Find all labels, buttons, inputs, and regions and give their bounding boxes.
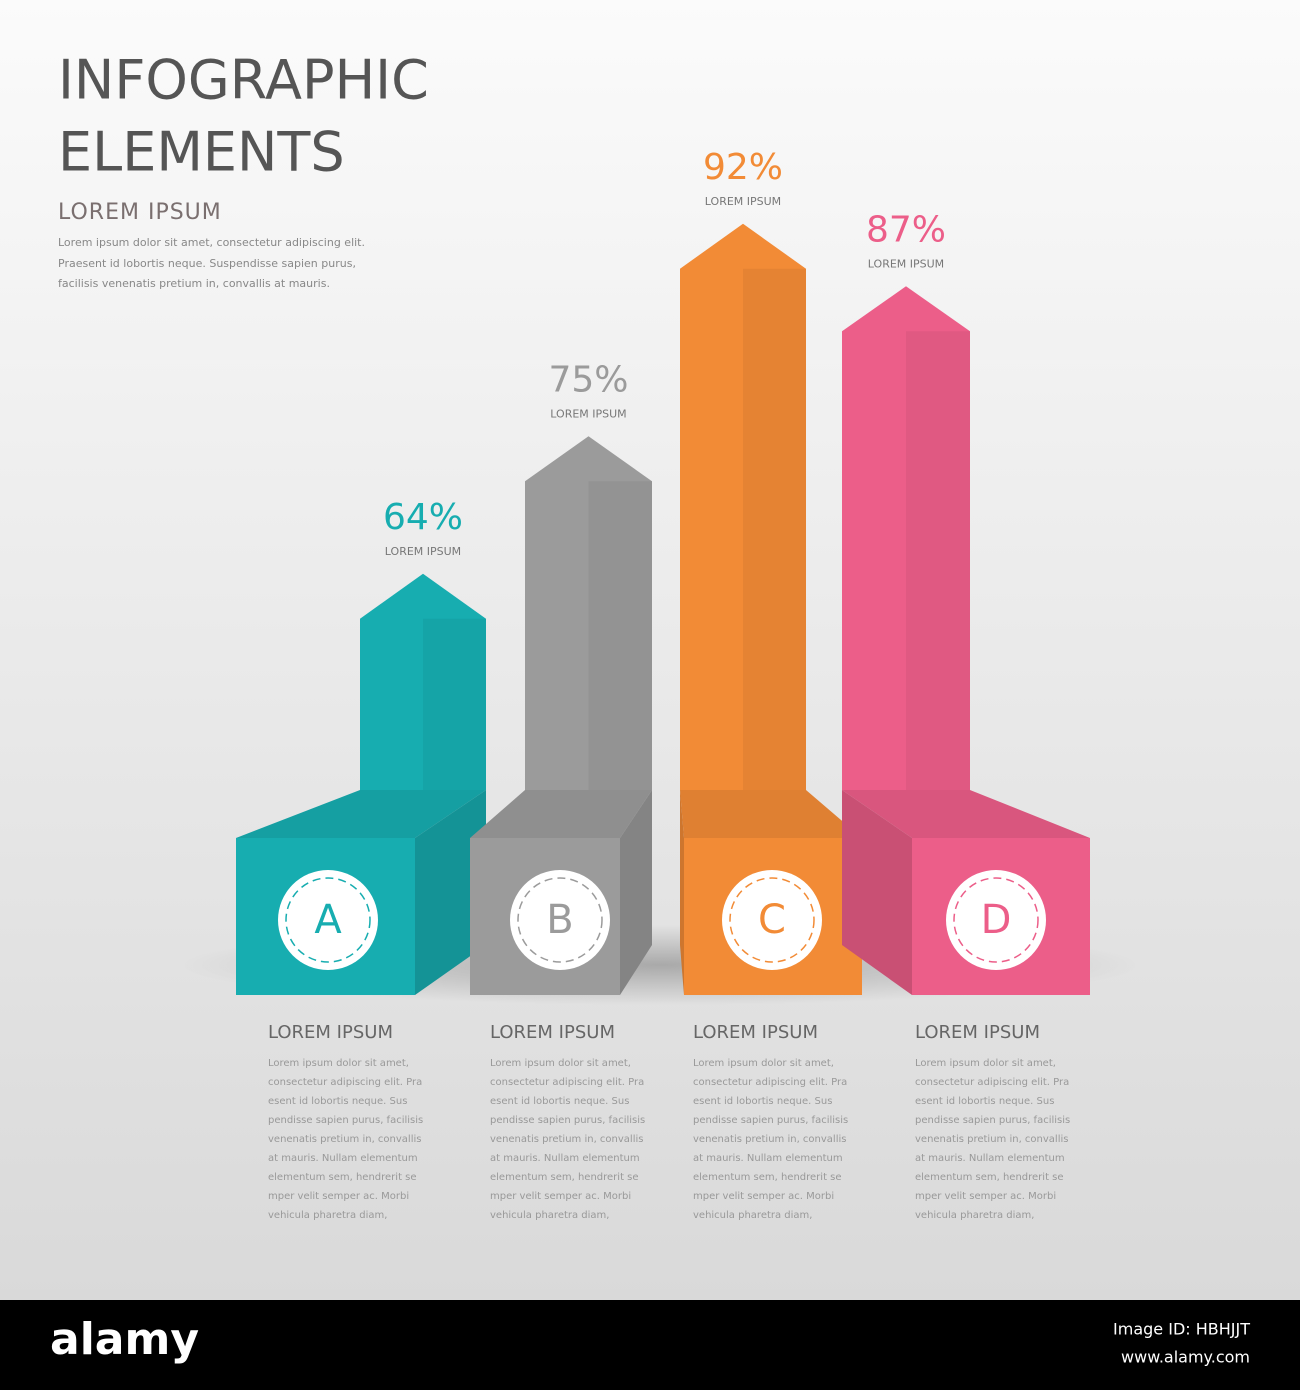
- item-text: vehicula pharetra diam,: [915, 1210, 1034, 1221]
- item-text: at mauris. Nullam elementum: [268, 1153, 418, 1164]
- subtitle: LOREM IPSUM: [58, 200, 222, 225]
- item-text: elementum sem, hendrerit se: [268, 1172, 417, 1183]
- badge-letter: C: [758, 897, 786, 943]
- badge-ring: [729, 877, 815, 963]
- box-top: [842, 790, 1090, 838]
- item-text: at mauris. Nullam elementum: [915, 1153, 1065, 1164]
- item-text: Lorem ipsum dolor sit amet,: [490, 1058, 631, 1069]
- arrow-shade: [906, 331, 970, 790]
- badge-ring: [285, 877, 371, 963]
- arrow-bar: [525, 436, 652, 790]
- item-text: at mauris. Nullam elementum: [693, 1153, 843, 1164]
- arrow-shade: [588, 481, 652, 790]
- badge-letter: D: [981, 897, 1012, 943]
- item-text: Lorem ipsum dolor sit amet,: [915, 1058, 1056, 1069]
- item-text: at mauris. Nullam elementum: [490, 1153, 640, 1164]
- badge: [722, 870, 822, 970]
- box-side: [842, 790, 912, 995]
- item-text: venenatis pretium in, convallis: [693, 1134, 846, 1145]
- footer-url: www.alamy.com: [1121, 1348, 1250, 1367]
- box-side: [680, 790, 684, 995]
- item-text: consectetur adipiscing elit. Pra: [490, 1077, 644, 1088]
- badge-ring: [953, 877, 1039, 963]
- intro-line: Lorem ipsum dolor sit amet, consectetur …: [58, 236, 365, 249]
- item-text: pendisse sapien purus, facilisis: [268, 1115, 423, 1126]
- item-text: venenatis pretium in, convallis: [490, 1134, 643, 1145]
- footer-brand: alamy: [50, 1314, 199, 1365]
- item-heading: LOREM IPSUM: [490, 1022, 615, 1043]
- item-text: Lorem ipsum dolor sit amet,: [268, 1058, 409, 1069]
- arrow-bar: [360, 573, 486, 790]
- item-text: pendisse sapien purus, facilisis: [490, 1115, 645, 1126]
- value-caption: LOREM IPSUM: [705, 195, 781, 208]
- badge: [946, 870, 1046, 970]
- value-label: 75%: [548, 359, 628, 400]
- badge: [278, 870, 378, 970]
- item-heading: LOREM IPSUM: [693, 1022, 818, 1043]
- item-text: elementum sem, hendrerit se: [915, 1172, 1064, 1183]
- footer-bar: [0, 1300, 1300, 1390]
- item-text: mper velit semper ac. Morbi: [915, 1191, 1056, 1202]
- item-text: vehicula pharetra diam,: [490, 1210, 609, 1221]
- box-side: [620, 790, 652, 995]
- box-top: [470, 790, 652, 838]
- arrow-bar: [680, 223, 806, 790]
- item-text: esent id lobortis neque. Sus: [693, 1096, 832, 1107]
- title-line: INFOGRAPHIC: [58, 49, 429, 112]
- bars: A 64% LOREM IPSUM LOREM IPSUM Lorem ipsum do…: [236, 147, 1090, 1221]
- item-text: esent id lobortis neque. Sus: [268, 1096, 407, 1107]
- intro-line: Praesent id lobortis neque. Suspendisse …: [58, 257, 356, 270]
- item-text: esent id lobortis neque. Sus: [490, 1096, 629, 1107]
- arrow-bar: [842, 286, 970, 790]
- badge-letter: B: [546, 897, 573, 943]
- value-label: 87%: [866, 209, 946, 250]
- item-text: vehicula pharetra diam,: [693, 1210, 812, 1221]
- item-text: pendisse sapien purus, facilisis: [693, 1115, 848, 1126]
- value-caption: LOREM IPSUM: [550, 407, 626, 420]
- footer-id: Image ID: HBHJJT: [1113, 1320, 1250, 1339]
- item-text: mper velit semper ac. Morbi: [693, 1191, 834, 1202]
- item-text: mper velit semper ac. Morbi: [490, 1191, 631, 1202]
- item-text: Lorem ipsum dolor sit amet,: [693, 1058, 834, 1069]
- arrow-shade: [423, 618, 486, 790]
- item-text: venenatis pretium in, convallis: [268, 1134, 421, 1145]
- item-text: consectetur adipiscing elit. Pra: [693, 1077, 847, 1088]
- arrow-shade: [743, 268, 806, 790]
- item-text: elementum sem, hendrerit se: [490, 1172, 639, 1183]
- value-caption: LOREM IPSUM: [868, 257, 944, 270]
- item-text: consectetur adipiscing elit. Pra: [268, 1077, 422, 1088]
- box-top: [236, 790, 486, 838]
- item-heading: LOREM IPSUM: [268, 1022, 393, 1043]
- item-text: venenatis pretium in, convallis: [915, 1134, 1068, 1145]
- item-text: consectetur adipiscing elit. Pra: [915, 1077, 1069, 1088]
- item-text: esent id lobortis neque. Sus: [915, 1096, 1054, 1107]
- badge: [510, 870, 610, 970]
- intro-line: facilisis venenatis pretium in, convalli…: [58, 277, 330, 290]
- item-text: elementum sem, hendrerit se: [693, 1172, 842, 1183]
- value-caption: LOREM IPSUM: [385, 545, 461, 558]
- box-side: [415, 790, 486, 995]
- item-text: vehicula pharetra diam,: [268, 1210, 387, 1221]
- badge-letter: A: [314, 897, 342, 943]
- title-line: ELEMENTS: [58, 121, 345, 184]
- value-label: 92%: [703, 147, 783, 188]
- item-text: pendisse sapien purus, facilisis: [915, 1115, 1070, 1126]
- item-heading: LOREM IPSUM: [915, 1022, 1040, 1043]
- badge-ring: [517, 877, 603, 963]
- value-label: 64%: [383, 497, 463, 538]
- box-top: [680, 790, 862, 838]
- item-text: mper velit semper ac. Morbi: [268, 1191, 409, 1202]
